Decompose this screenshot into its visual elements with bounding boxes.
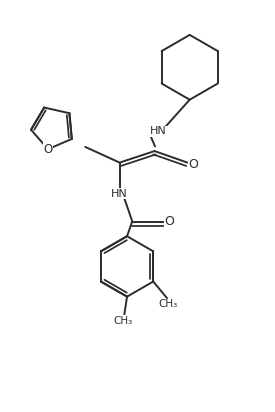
Text: O: O (189, 158, 199, 171)
Text: HN: HN (111, 189, 128, 199)
Text: CH₃: CH₃ (158, 299, 177, 309)
Text: O: O (165, 215, 175, 228)
Text: CH₃: CH₃ (113, 316, 133, 325)
Text: O: O (43, 143, 53, 156)
Text: HN: HN (150, 126, 166, 136)
